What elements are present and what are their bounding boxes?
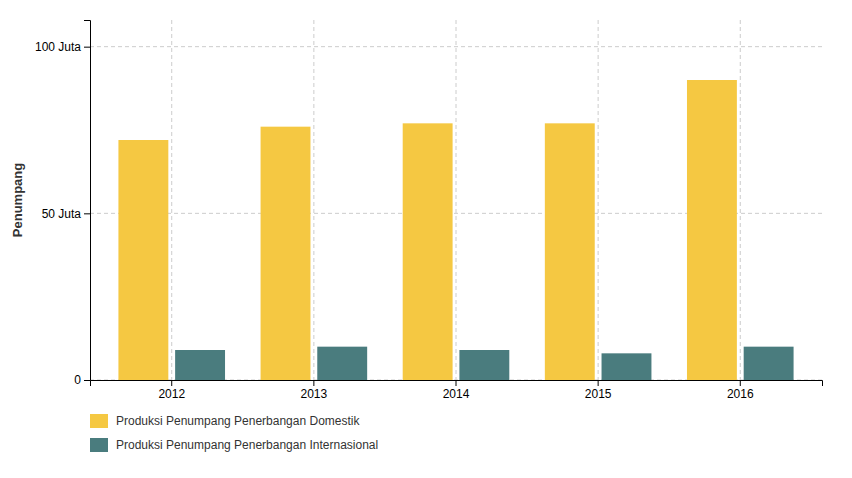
bars xyxy=(118,80,793,380)
y-tick-mark xyxy=(84,380,90,381)
legend: Produksi Penumpang Penerbangan Domestik P… xyxy=(90,414,378,452)
grid-line xyxy=(313,20,314,380)
bar xyxy=(118,140,168,380)
bar xyxy=(545,123,595,380)
bar xyxy=(175,350,225,380)
chart: 2012 2013 2014 2015 2016 0 50 Juta 100 Juta Penu… xyxy=(0,0,852,478)
series xyxy=(118,80,736,380)
grid-line xyxy=(456,20,457,380)
x-tick-label: 2012 xyxy=(158,387,185,401)
x-tick: 2015 xyxy=(585,380,612,401)
x-tick-mark xyxy=(456,380,457,386)
plot: 2012 2013 2014 2015 2016 0 50 Juta 100 Juta xyxy=(35,20,823,401)
y-tick: 50 Juta xyxy=(42,207,90,221)
legend-item: Produksi Penumpang Penerbangan Internasi… xyxy=(90,438,378,452)
x-tick-mark xyxy=(313,380,314,386)
y-tick: 0 xyxy=(74,373,90,387)
bar xyxy=(687,80,737,380)
grid-line xyxy=(90,46,822,47)
x-tick-label: 2013 xyxy=(301,387,328,401)
bar xyxy=(403,123,453,380)
bar xyxy=(261,127,311,380)
x-axis: 2012 2013 2014 2015 2016 xyxy=(91,380,823,401)
x-tick-label: 2016 xyxy=(727,387,754,401)
y-axis: 0 50 Juta 100 Juta xyxy=(35,21,91,388)
y-tick: 100 Juta xyxy=(35,40,90,54)
x-tick: 2014 xyxy=(443,380,470,401)
grid xyxy=(90,20,822,380)
legend-label: Produksi Penumpang Penerbangan Domestik xyxy=(116,414,360,428)
x-tick-label: 2014 xyxy=(443,387,470,401)
x-tick-mark xyxy=(171,380,172,386)
y-tick-mark xyxy=(84,213,90,214)
legend-swatch xyxy=(90,414,108,428)
x-tick-mark xyxy=(598,380,599,386)
y-tick-label: 0 xyxy=(74,373,81,387)
series xyxy=(175,347,793,380)
grid-line xyxy=(598,20,599,380)
x-tick-label: 2015 xyxy=(585,387,612,401)
legend-swatch xyxy=(90,438,108,452)
grid-line xyxy=(171,20,172,380)
y-axis-line xyxy=(84,21,91,381)
x-axis-line xyxy=(91,381,823,387)
x-tick: 2012 xyxy=(158,380,185,401)
grid-line xyxy=(740,20,741,380)
x-tick: 2016 xyxy=(727,380,754,401)
legend-label: Produksi Penumpang Penerbangan Internasi… xyxy=(116,438,378,452)
y-tick-label: 50 Juta xyxy=(42,207,82,221)
x-tick: 2013 xyxy=(301,380,328,401)
bar xyxy=(317,347,367,380)
legend-item: Produksi Penumpang Penerbangan Domestik xyxy=(90,414,360,428)
bar xyxy=(744,347,794,380)
y-tick-mark xyxy=(84,47,90,48)
y-tick-label: 100 Juta xyxy=(35,40,81,54)
bar xyxy=(459,350,509,380)
y-axis-title: Penumpang xyxy=(10,163,25,237)
bar xyxy=(602,353,652,380)
x-tick-mark xyxy=(740,380,741,386)
